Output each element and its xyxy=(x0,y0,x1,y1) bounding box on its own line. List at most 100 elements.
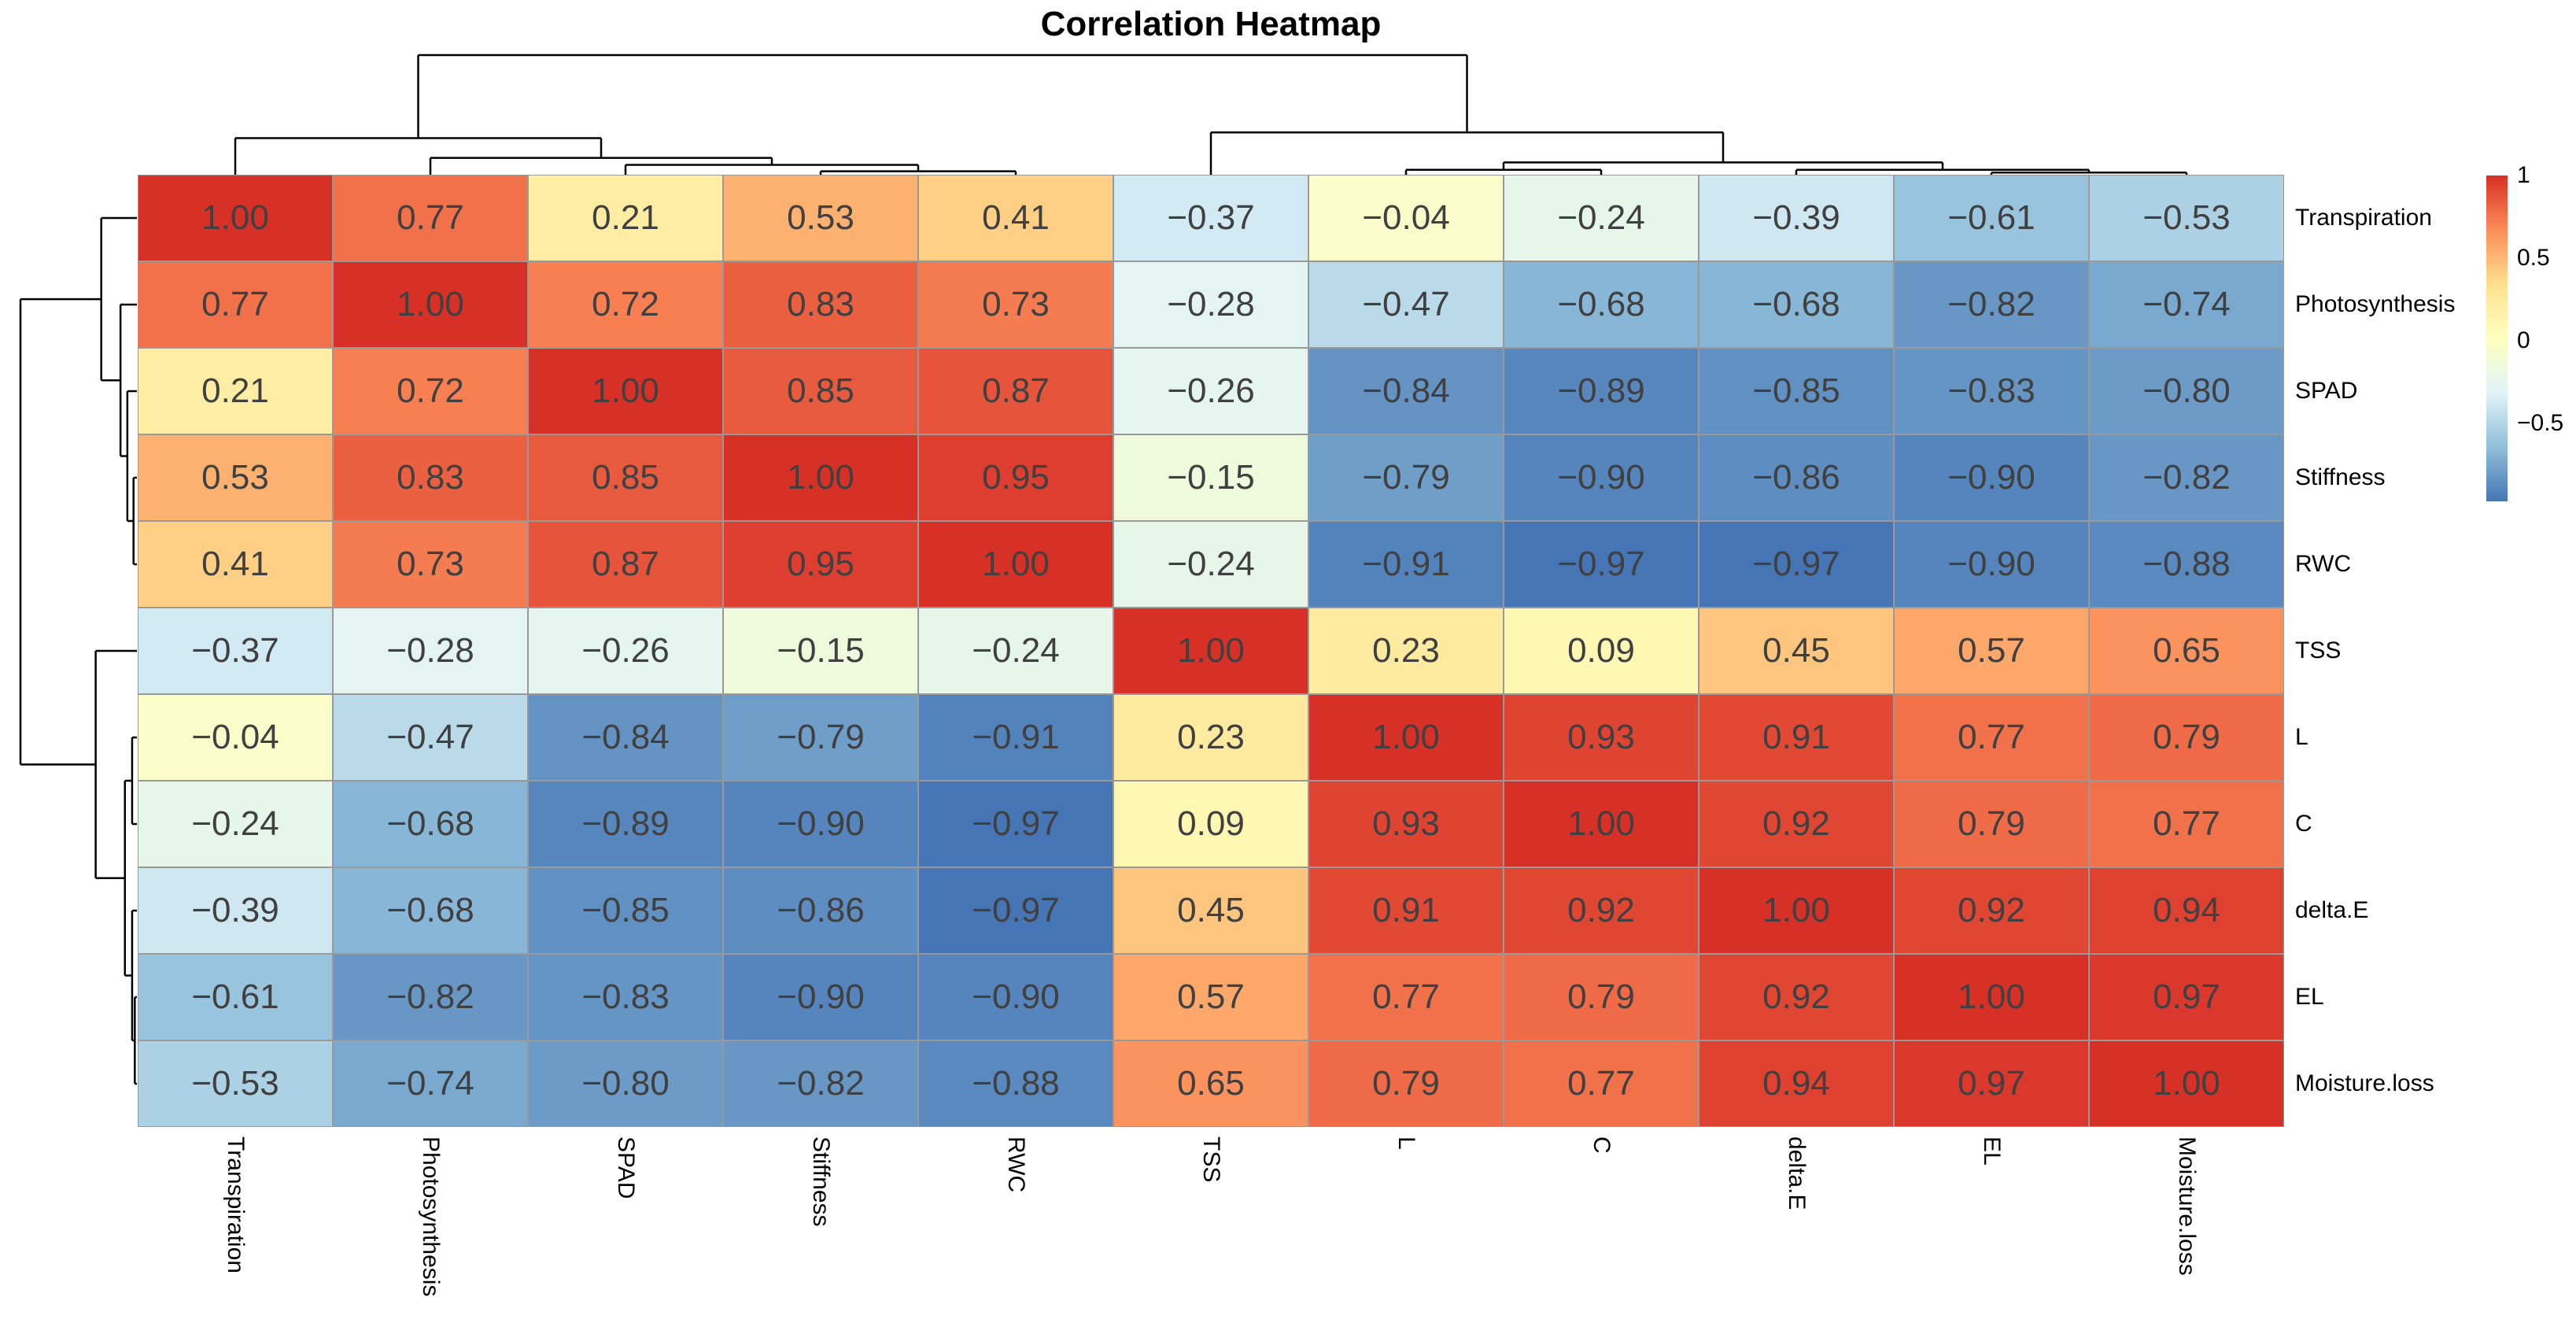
heatmap-cell: −0.90 xyxy=(723,954,918,1040)
heatmap-cell: −0.90 xyxy=(1894,521,2089,608)
heatmap-matrix: 1.00 0.77 0.21 0.53 0.41 −0.37 −0.04 −0.24 −0.39… xyxy=(138,175,2284,1127)
heatmap-cell: 0.77 xyxy=(2089,781,2284,867)
heatmap-cell: −0.68 xyxy=(333,781,528,867)
row-label: Stiffness xyxy=(2295,464,2386,490)
heatmap-cell: 0.45 xyxy=(1699,608,1894,694)
heatmap-cell: 0.93 xyxy=(1504,694,1699,781)
heatmap-cell: −0.97 xyxy=(918,867,1113,954)
row-label: delta.E xyxy=(2295,897,2369,923)
column-label: C xyxy=(1589,1136,1615,1154)
heatmap-cell: −0.28 xyxy=(333,608,528,694)
heatmap-cell: −0.74 xyxy=(2089,261,2284,348)
heatmap-cell: −0.28 xyxy=(1113,261,1308,348)
heatmap-cell: 0.57 xyxy=(1894,608,2089,694)
heatmap-cell: 0.77 xyxy=(1894,694,2089,781)
heatmap-cell: 0.77 xyxy=(333,175,528,261)
row-label: C xyxy=(2295,811,2312,837)
heatmap-cell: 0.53 xyxy=(723,175,918,261)
heatmap-cell: −0.82 xyxy=(2089,434,2284,521)
column-label: SPAD xyxy=(613,1136,639,1199)
heatmap-cell: −0.15 xyxy=(723,608,918,694)
heatmap-cell: 1.00 xyxy=(918,521,1113,608)
heatmap-cell: 0.92 xyxy=(1699,781,1894,867)
legend-tick-label: 0 xyxy=(2517,327,2530,354)
legend-tick-label: 0.5 xyxy=(2517,245,2550,272)
heatmap-cell: 0.72 xyxy=(528,261,723,348)
heatmap-cell: −0.26 xyxy=(1113,348,1308,434)
heatmap-cell: −0.86 xyxy=(1699,434,1894,521)
heatmap-cell: −0.61 xyxy=(1894,175,2089,261)
heatmap-cell: 0.73 xyxy=(918,261,1113,348)
heatmap-cell: −0.88 xyxy=(918,1040,1113,1127)
row-label: SPAD xyxy=(2295,378,2358,404)
heatmap-cell: 0.79 xyxy=(2089,694,2284,781)
heatmap-cell: 0.41 xyxy=(138,521,333,608)
column-label: Moisture.loss xyxy=(2174,1136,2200,1276)
row-label: EL xyxy=(2295,984,2324,1010)
heatmap-cell: −0.90 xyxy=(1894,434,2089,521)
legend-gradient-bar xyxy=(2486,176,2508,501)
heatmap-cell: 0.85 xyxy=(723,348,918,434)
heatmap-cell: −0.91 xyxy=(918,694,1113,781)
heatmap-cell: −0.82 xyxy=(333,954,528,1040)
row-label: L xyxy=(2295,724,2308,750)
heatmap-cell: 0.77 xyxy=(138,261,333,348)
heatmap-cell: 0.45 xyxy=(1113,867,1308,954)
column-label: Transpiration xyxy=(223,1136,249,1273)
heatmap-cell: −0.47 xyxy=(333,694,528,781)
heatmap-cell: 1.00 xyxy=(1504,781,1699,867)
heatmap-cell: 0.79 xyxy=(1894,781,2089,867)
heatmap-cell: 0.97 xyxy=(1894,1040,2089,1127)
heatmap-cell: 0.09 xyxy=(1504,608,1699,694)
heatmap-cell: −0.74 xyxy=(333,1040,528,1127)
heatmap-cell: −0.84 xyxy=(1308,348,1504,434)
row-label: Moisture.loss xyxy=(2295,1070,2434,1096)
heatmap-cell: −0.47 xyxy=(1308,261,1504,348)
heatmap-cell: −0.86 xyxy=(723,867,918,954)
heatmap-cell: 0.95 xyxy=(918,434,1113,521)
heatmap-cell: −0.85 xyxy=(528,867,723,954)
row-label: TSS xyxy=(2295,637,2342,663)
column-label: L xyxy=(1393,1136,1419,1150)
heatmap-cell: 1.00 xyxy=(723,434,918,521)
heatmap-cell: −0.68 xyxy=(1699,261,1894,348)
heatmap-cell: −0.15 xyxy=(1113,434,1308,521)
heatmap-cell: −0.79 xyxy=(723,694,918,781)
column-label: TSS xyxy=(1198,1136,1224,1183)
heatmap-cell: 0.77 xyxy=(1308,954,1504,1040)
heatmap-cell: −0.90 xyxy=(723,781,918,867)
row-dendrogram xyxy=(19,216,137,1085)
heatmap-cell: 1.00 xyxy=(333,261,528,348)
heatmap-cell: −0.68 xyxy=(1504,261,1699,348)
heatmap-cell: 0.79 xyxy=(1308,1040,1504,1127)
heatmap-cell: 1.00 xyxy=(1113,608,1308,694)
column-label: RWC xyxy=(1003,1136,1029,1193)
heatmap-cell: −0.53 xyxy=(2089,175,2284,261)
heatmap-cell: 0.87 xyxy=(528,521,723,608)
row-label: RWC xyxy=(2295,551,2352,577)
heatmap-cell: 0.97 xyxy=(2089,954,2284,1040)
heatmap-cell: 0.77 xyxy=(1504,1040,1699,1127)
heatmap-cell: −0.91 xyxy=(1308,521,1504,608)
heatmap-cell: −0.61 xyxy=(138,954,333,1040)
heatmap-cell: 0.94 xyxy=(1699,1040,1894,1127)
heatmap-cell: 0.23 xyxy=(1113,694,1308,781)
heatmap-cell: 0.57 xyxy=(1113,954,1308,1040)
heatmap-cell: −0.26 xyxy=(528,608,723,694)
heatmap-cell: −0.24 xyxy=(918,608,1113,694)
heatmap-cell: 0.53 xyxy=(138,434,333,521)
column-dendrogram xyxy=(234,54,2188,175)
heatmap-cell: −0.83 xyxy=(528,954,723,1040)
heatmap-cell: −0.24 xyxy=(1504,175,1699,261)
heatmap-cell: −0.37 xyxy=(138,608,333,694)
heatmap-cell: 1.00 xyxy=(1699,867,1894,954)
heatmap-cell: −0.39 xyxy=(138,867,333,954)
heatmap-cell: −0.80 xyxy=(528,1040,723,1127)
heatmap-cell: −0.84 xyxy=(528,694,723,781)
heatmap-cell: −0.89 xyxy=(528,781,723,867)
heatmap-cell: 0.94 xyxy=(2089,867,2284,954)
heatmap-cell: 0.21 xyxy=(528,175,723,261)
heatmap-cell: 0.91 xyxy=(1308,867,1504,954)
chart-title: Correlation Heatmap xyxy=(1040,5,1382,43)
